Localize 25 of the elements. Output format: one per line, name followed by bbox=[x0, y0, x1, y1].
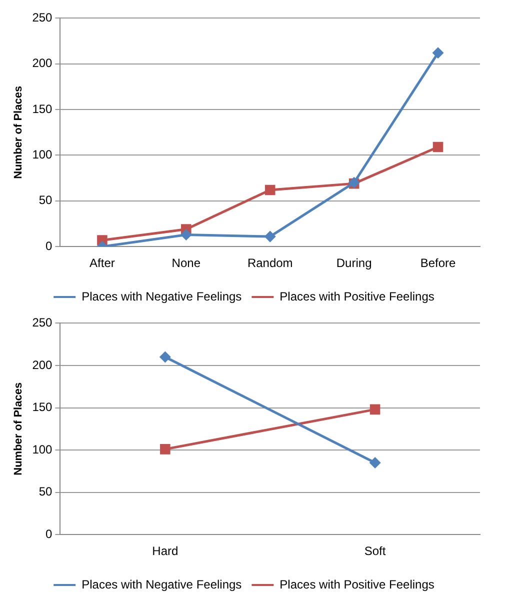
x-tick-label: Hard bbox=[152, 544, 178, 558]
legend-label: Places with Negative Feelings bbox=[82, 577, 242, 592]
x-tick-label: Before bbox=[420, 256, 456, 270]
legend-label: Places with Positive Feelings bbox=[280, 577, 434, 592]
y-tick-label: 50 bbox=[38, 484, 53, 499]
y-tick-label: 100 bbox=[32, 148, 53, 162]
x-tick-label: None bbox=[172, 256, 201, 270]
y-tick-label: 0 bbox=[46, 526, 53, 541]
x-tick-label: Soft bbox=[364, 544, 386, 558]
x-tick-label: After bbox=[90, 256, 115, 270]
y-tick-label: 200 bbox=[32, 358, 53, 372]
y-tick-label: 250 bbox=[32, 316, 53, 330]
y-tick-label: 150 bbox=[32, 400, 53, 414]
y-axis-title: Number of Places bbox=[12, 86, 25, 179]
y-tick-label: 250 bbox=[32, 10, 53, 25]
y-tick-label: 100 bbox=[32, 442, 53, 456]
y-tick-label: 0 bbox=[46, 238, 53, 253]
x-tick-label: During bbox=[336, 256, 372, 270]
y-tick-label: 50 bbox=[38, 193, 53, 208]
x-tick-label: Random bbox=[247, 256, 293, 270]
y-tick-label: 200 bbox=[32, 56, 53, 70]
legend-label: Places with Negative Feelings bbox=[82, 289, 242, 304]
legend-label: Places with Positive Feelings bbox=[280, 289, 434, 304]
y-axis-title: Number of Places bbox=[12, 382, 25, 476]
y-tick-label: 150 bbox=[32, 102, 53, 116]
